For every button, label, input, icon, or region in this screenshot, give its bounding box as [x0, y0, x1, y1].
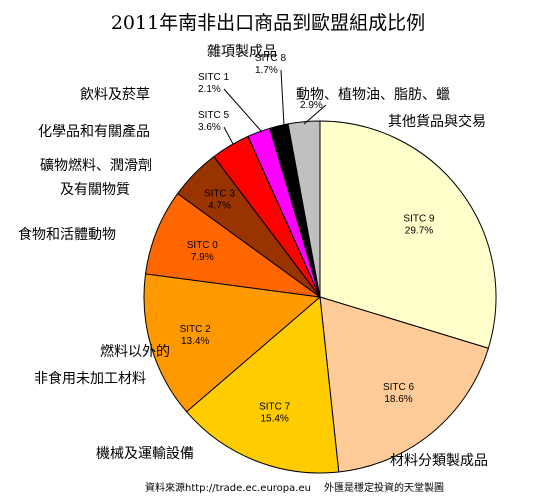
credit-text: 外匯是穩定投資的天堂製圖	[324, 481, 444, 494]
slice-code-label: SITC 7	[259, 402, 291, 413]
slice-percent-label: 2.9%	[300, 100, 323, 111]
slice-percent-label: 7.9%	[191, 252, 214, 263]
chart-title: 2011年南非出口商品到歐盟組成比例	[111, 12, 425, 34]
slice-code-label: SITC 1	[198, 72, 230, 83]
slice-code-label: SITC 5	[198, 110, 230, 121]
slice-percent-label: 1.7%	[255, 65, 278, 76]
leader-line	[223, 126, 234, 145]
leader-line	[280, 69, 285, 127]
slice-code-label: SITC 0	[187, 240, 219, 251]
slice-percent-label: 29.7%	[405, 226, 433, 237]
slice-category-label: 食物和活體動物	[18, 226, 116, 243]
slice-category-label: 雜項製成品	[207, 44, 277, 60]
leader-lines	[223, 69, 327, 145]
slice-labels: SITC 929.7% SITC 618.6% 材料分類製成品 SITC 715.4%…	[18, 44, 488, 469]
slice-category-label: 燃料以外的	[100, 343, 170, 360]
source-text: 資料來源http://trade.ec.europa.eu	[145, 481, 311, 494]
slice-category-label: 非食用未加工材料	[34, 370, 146, 387]
slice-percent-label: 4.7%	[208, 200, 231, 211]
slice-code-label: SITC 6	[383, 382, 415, 393]
slice-percent-label: 13.4%	[181, 336, 209, 347]
slice-category-label: 礦物燃料、潤滑劑	[40, 157, 152, 174]
slice-category-label: 動物、植物油、脂肪、蠟	[296, 87, 450, 103]
pie-slice	[287, 120, 321, 298]
slice-code-label: SITC 3	[204, 188, 236, 199]
slice-code-label: SITC 9	[403, 214, 435, 225]
pie-slices	[143, 120, 497, 474]
pie-slice	[319, 296, 490, 473]
pie-slice	[143, 273, 322, 413]
slice-percent-label: 2.1%	[198, 84, 221, 95]
slice-category-label: 飲料及菸草	[80, 87, 150, 103]
slice-category-label: 機械及運輸設備	[96, 446, 194, 462]
slice-code-label: SITC 2	[180, 324, 212, 335]
leader-line	[223, 88, 263, 133]
slice-percent-label: 3.6%	[198, 122, 221, 133]
slice-category-label: 及有關物質	[60, 182, 130, 198]
slice-category-label: 化學品和有關產品	[38, 123, 150, 140]
leader-line	[303, 104, 327, 125]
pie-slice	[185, 296, 340, 474]
slice-percent-label: 18.6%	[384, 394, 412, 405]
pie-slice	[319, 120, 497, 349]
slice-category-label: 其他貨品與交易	[388, 113, 486, 130]
slice-category-label: 材料分類製成品	[390, 453, 488, 469]
slice-code-label: SITC 8	[255, 53, 287, 64]
slice-percent-label: 15.4%	[260, 414, 288, 425]
